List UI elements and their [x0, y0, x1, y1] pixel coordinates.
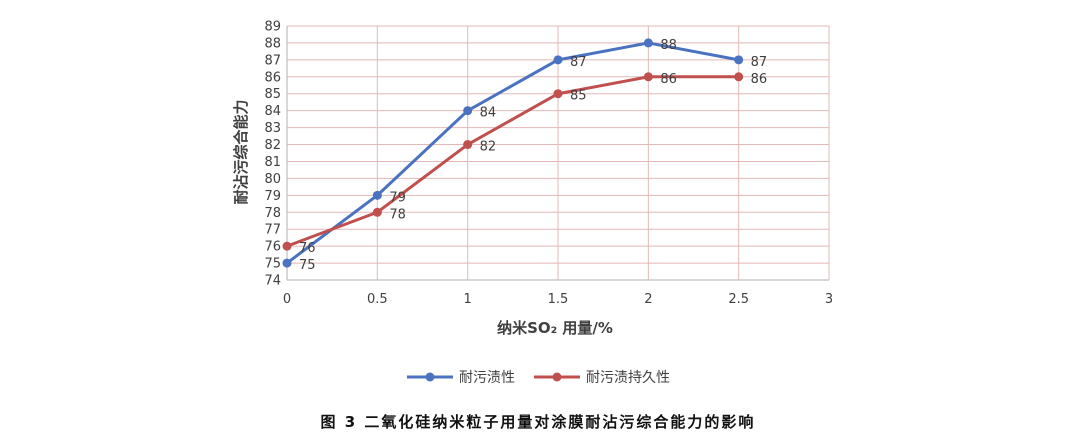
y-tick-label: 89	[264, 20, 281, 35]
x-tick-label: 0.5	[367, 292, 388, 307]
x-tick-label: 2	[644, 292, 652, 307]
series-1-data-label: 79	[389, 190, 406, 205]
y-tick-label: 78	[264, 206, 281, 221]
y-tick-label: 75	[264, 257, 281, 272]
series-1-data-label: 88	[660, 38, 677, 53]
series-1-data-label: 87	[570, 55, 587, 70]
legend: 耐污渍性 耐污渍持久性	[407, 370, 670, 386]
series-1-data-label: 84	[480, 106, 497, 121]
figure-caption: 图 3 二氧化硅纳米粒子用量对涂膜耐沾污综合能力的影响	[320, 413, 756, 431]
series-1-data-label: 87	[751, 55, 768, 70]
legend-marker-1	[425, 372, 435, 382]
y-tick-label: 82	[264, 138, 281, 153]
series-1-point	[282, 258, 292, 268]
y-tick-label: 77	[264, 223, 281, 238]
series-lines	[282, 38, 744, 268]
legend-label-2: 耐污渍持久性	[586, 370, 670, 386]
series-2-data-label: 86	[751, 72, 768, 87]
y-tick-label: 76	[264, 240, 281, 255]
series-2-point	[553, 89, 563, 99]
series-2-data-label: 86	[660, 72, 677, 87]
series-1-point	[643, 38, 653, 48]
legend-label-1: 耐污渍性	[459, 370, 515, 386]
y-tick-label: 85	[264, 87, 281, 102]
y-tick-label: 83	[264, 121, 281, 136]
y-axis-title: 耐沾污综合能力	[232, 99, 250, 204]
series-1-data-label: 75	[299, 258, 316, 273]
legend-marker-2	[552, 372, 562, 382]
series-2-data-label: 82	[480, 140, 497, 155]
series-2-data-label: 76	[299, 241, 316, 256]
x-tick-label: 2.5	[728, 292, 749, 307]
x-axis-title: 纳米SO₂ 用量/%	[497, 319, 613, 337]
x-tick-label: 1	[464, 292, 472, 307]
series-line-1	[286, 41, 739, 265]
series-2-data-label: 78	[389, 207, 406, 222]
series-1-point	[553, 55, 563, 65]
series-2-point	[372, 207, 382, 217]
series-2-point	[282, 241, 292, 251]
series-2-point	[463, 140, 473, 150]
series-1-point	[372, 190, 382, 200]
series-2-point	[734, 72, 744, 82]
series-1-point	[463, 106, 473, 116]
y-tick-label: 86	[264, 70, 281, 85]
x-tick-label: 1.5	[548, 292, 569, 307]
series-line-2	[286, 75, 739, 248]
y-tick-label: 79	[264, 189, 281, 204]
x-tick-label: 3	[825, 292, 833, 307]
series-2-data-label: 85	[570, 89, 587, 104]
series-1-point	[734, 55, 744, 65]
series-2-point	[643, 72, 653, 82]
y-tick-label: 80	[264, 172, 281, 187]
x-tick-label: 0	[283, 292, 291, 307]
y-tick-label: 88	[264, 36, 281, 51]
y-tick-label: 74	[264, 274, 281, 289]
data-labels: 75 79 84 87 88 87 76 78 82 85 86 86	[299, 38, 767, 273]
y-tick-label: 84	[264, 104, 281, 119]
y-tick-label: 81	[264, 155, 281, 170]
x-axis-ticks: 0 0.5 1 1.5 2 2.5 3	[283, 292, 833, 307]
y-tick-label: 87	[264, 53, 281, 68]
